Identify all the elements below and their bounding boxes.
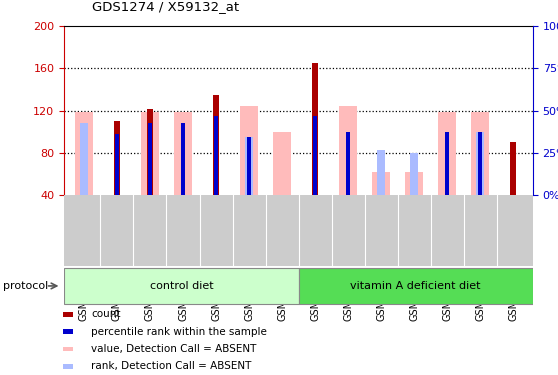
Bar	[75, 112, 93, 195]
Bar	[147, 108, 153, 195]
Bar	[64, 268, 299, 304]
Bar	[62, 312, 73, 317]
Bar	[141, 112, 159, 195]
Bar	[80, 123, 88, 195]
Bar	[213, 95, 219, 195]
Bar	[372, 172, 390, 195]
Bar	[313, 116, 317, 195]
Bar	[445, 132, 449, 195]
Bar	[62, 329, 73, 334]
Bar	[477, 132, 484, 195]
Bar	[299, 268, 533, 304]
Bar	[214, 116, 218, 195]
Bar	[181, 123, 185, 195]
Text: value, Detection Call = ABSENT: value, Detection Call = ABSENT	[92, 344, 257, 354]
Bar	[62, 364, 73, 369]
Bar	[148, 123, 152, 195]
Bar	[312, 63, 318, 195]
Bar	[377, 150, 384, 195]
Bar	[62, 346, 73, 351]
Text: rank, Detection Call = ABSENT: rank, Detection Call = ABSENT	[92, 362, 252, 371]
Bar	[115, 134, 119, 195]
Bar	[471, 112, 489, 195]
Bar	[114, 121, 120, 195]
Text: control diet: control diet	[150, 281, 213, 291]
Bar	[510, 142, 516, 195]
Bar	[339, 106, 357, 195]
Bar	[411, 153, 418, 195]
Bar	[478, 132, 482, 195]
Bar	[246, 137, 253, 195]
Bar	[174, 112, 192, 195]
Text: protocol: protocol	[3, 281, 48, 291]
Bar	[346, 132, 350, 195]
Bar	[247, 137, 251, 195]
Text: count: count	[92, 309, 121, 319]
Bar	[405, 172, 423, 195]
Text: GDS1274 / X59132_at: GDS1274 / X59132_at	[92, 0, 239, 13]
Bar	[273, 132, 291, 195]
Bar	[240, 106, 258, 195]
Text: percentile rank within the sample: percentile rank within the sample	[92, 327, 267, 337]
Text: vitamin A deficient diet: vitamin A deficient diet	[350, 281, 481, 291]
Bar	[438, 112, 456, 195]
